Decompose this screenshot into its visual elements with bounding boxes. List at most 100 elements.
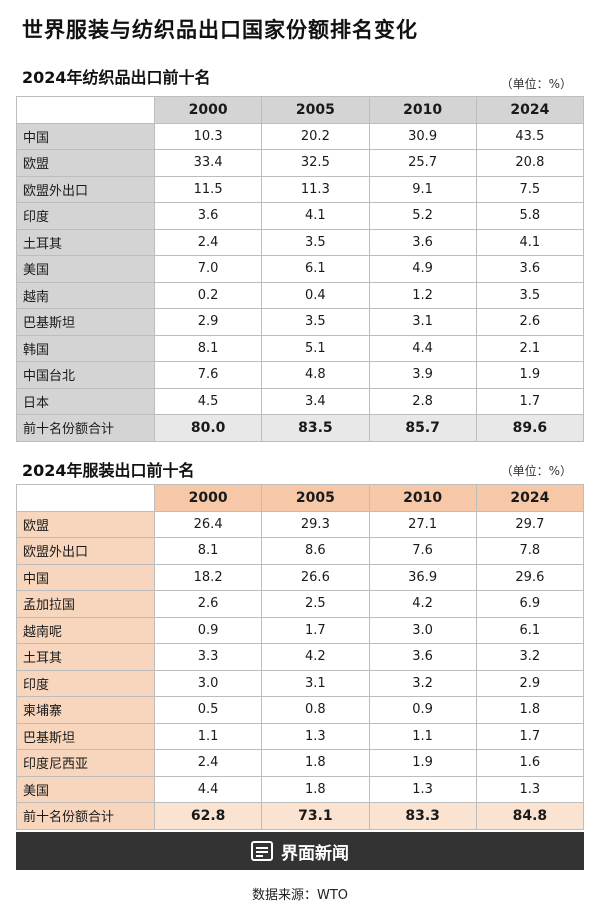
value-cell: 2.6 <box>475 308 585 336</box>
value-cell: 30.9 <box>368 122 477 150</box>
value-cell: 2.5 <box>261 590 370 618</box>
table-row: 中国 18.2 26.6 36.9 29.6 <box>16 563 585 591</box>
value-cell: 7.6 <box>153 361 263 389</box>
table-row: 越南呢 0.9 1.7 3.0 6.1 <box>16 616 585 644</box>
row-label: 美国 <box>16 255 155 283</box>
value-cell: 18.2 <box>153 563 263 591</box>
row-label: 欧盟 <box>16 149 155 177</box>
value-cell: 0.2 <box>153 281 263 309</box>
table-header-row: 2000 2005 2010 2024 <box>16 484 585 512</box>
row-label: 日本 <box>16 387 155 415</box>
apparel-unit-label: （单位：%） <box>500 464 572 478</box>
value-cell: 6.1 <box>475 616 585 644</box>
value-cell: 3.9 <box>368 361 477 389</box>
value-cell: 1.2 <box>368 281 477 309</box>
row-label: 中国 <box>16 563 155 591</box>
value-cell: 1.7 <box>261 616 370 644</box>
table-row: 中国 10.3 20.2 30.9 43.5 <box>16 122 585 150</box>
value-cell: 4.1 <box>261 202 370 230</box>
row-label: 前十名份额合计 <box>16 414 155 442</box>
value-cell: 0.5 <box>153 696 263 724</box>
column-header: 2005 <box>261 484 370 512</box>
row-label: 中国台北 <box>16 361 155 389</box>
row-label: 欧盟 <box>16 510 155 538</box>
value-cell: 29.6 <box>475 563 585 591</box>
table-row: 欧盟 33.4 32.5 25.7 20.8 <box>16 149 585 177</box>
table-row: 越南 0.2 0.4 1.2 3.5 <box>16 281 585 309</box>
value-cell: 25.7 <box>368 149 477 177</box>
value-cell: 29.7 <box>475 510 585 538</box>
value-cell: 4.1 <box>475 228 585 256</box>
value-cell: 84.8 <box>475 802 585 830</box>
table-row: 美国 7.0 6.1 4.9 3.6 <box>16 255 585 283</box>
value-cell: 36.9 <box>368 563 477 591</box>
table-row: 欧盟外出口 11.5 11.3 9.1 7.5 <box>16 175 585 203</box>
textile-subtitle: 2024年纺织品出口前十名 <box>22 68 211 87</box>
value-cell: 3.6 <box>475 255 585 283</box>
value-cell: 4.8 <box>261 361 370 389</box>
row-label: 韩国 <box>16 334 155 362</box>
value-cell: 1.1 <box>153 722 263 750</box>
value-cell: 3.5 <box>475 281 585 309</box>
apparel-table-body: 欧盟 26.4 29.3 27.1 29.7 欧盟外出口 8.1 8.6 7.6 7.8 中国 18.… <box>16 510 585 830</box>
value-cell: 20.2 <box>261 122 370 150</box>
value-cell: 8.6 <box>261 537 370 565</box>
value-cell: 1.7 <box>475 722 585 750</box>
value-cell: 2.9 <box>153 308 263 336</box>
row-label: 前十名份额合计 <box>16 802 155 830</box>
table-row: 韩国 8.1 5.1 4.4 2.1 <box>16 334 585 362</box>
value-cell: 9.1 <box>368 175 477 203</box>
column-header: 2000 <box>153 96 263 124</box>
value-cell: 1.3 <box>261 722 370 750</box>
value-cell: 1.8 <box>475 696 585 724</box>
value-cell: 7.5 <box>475 175 585 203</box>
value-cell: 3.0 <box>368 616 477 644</box>
value-cell: 0.8 <box>261 696 370 724</box>
value-cell: 4.5 <box>153 387 263 415</box>
value-cell: 3.1 <box>368 308 477 336</box>
apparel-subtitle: 2024年服装出口前十名 <box>22 461 195 480</box>
table-row: 巴基斯坦 1.1 1.3 1.1 1.7 <box>16 722 585 750</box>
row-label: 印度 <box>16 669 155 697</box>
value-cell: 1.9 <box>475 361 585 389</box>
value-cell: 3.5 <box>261 308 370 336</box>
row-label: 欧盟外出口 <box>16 537 155 565</box>
row-label: 印度 <box>16 202 155 230</box>
table-row: 孟加拉国 2.6 2.5 4.2 6.9 <box>16 590 585 618</box>
value-cell: 5.2 <box>368 202 477 230</box>
value-cell: 3.5 <box>261 228 370 256</box>
textile-table-body: 中国 10.3 20.2 30.9 43.5 欧盟 33.4 32.5 25.7 20.8 欧盟外出… <box>16 122 585 442</box>
value-cell: 0.4 <box>261 281 370 309</box>
value-cell: 3.3 <box>153 643 263 671</box>
news-logo-icon <box>251 841 273 861</box>
column-header: 2010 <box>368 484 477 512</box>
value-cell: 1.3 <box>475 775 585 803</box>
value-cell: 7.6 <box>368 537 477 565</box>
value-cell: 5.1 <box>261 334 370 362</box>
value-cell: 43.5 <box>475 122 585 150</box>
value-cell: 26.6 <box>261 563 370 591</box>
value-cell: 27.1 <box>368 510 477 538</box>
row-label: 越南呢 <box>16 616 155 644</box>
table-row: 柬埔寨 0.5 0.8 0.9 1.8 <box>16 696 585 724</box>
table-row: 美国 4.4 1.8 1.3 1.3 <box>16 775 585 803</box>
value-cell: 1.1 <box>368 722 477 750</box>
column-header: 2005 <box>261 96 370 124</box>
column-header: 2024 <box>475 484 585 512</box>
value-cell: 3.6 <box>368 228 477 256</box>
value-cell: 2.4 <box>153 228 263 256</box>
table-row: 土耳其 3.3 4.2 3.6 3.2 <box>16 643 585 671</box>
value-cell: 0.9 <box>368 696 477 724</box>
value-cell: 8.1 <box>153 334 263 362</box>
value-cell: 1.7 <box>475 387 585 415</box>
value-cell: 62.8 <box>153 802 263 830</box>
total-row: 前十名份额合计 80.0 83.5 85.7 89.6 <box>16 414 585 442</box>
brand-name: 界面新闻 <box>281 843 349 864</box>
value-cell: 1.6 <box>475 749 585 777</box>
value-cell: 6.1 <box>261 255 370 283</box>
value-cell: 8.1 <box>153 537 263 565</box>
value-cell: 7.8 <box>475 537 585 565</box>
value-cell: 2.4 <box>153 749 263 777</box>
value-cell: 3.2 <box>368 669 477 697</box>
value-cell: 85.7 <box>368 414 477 442</box>
